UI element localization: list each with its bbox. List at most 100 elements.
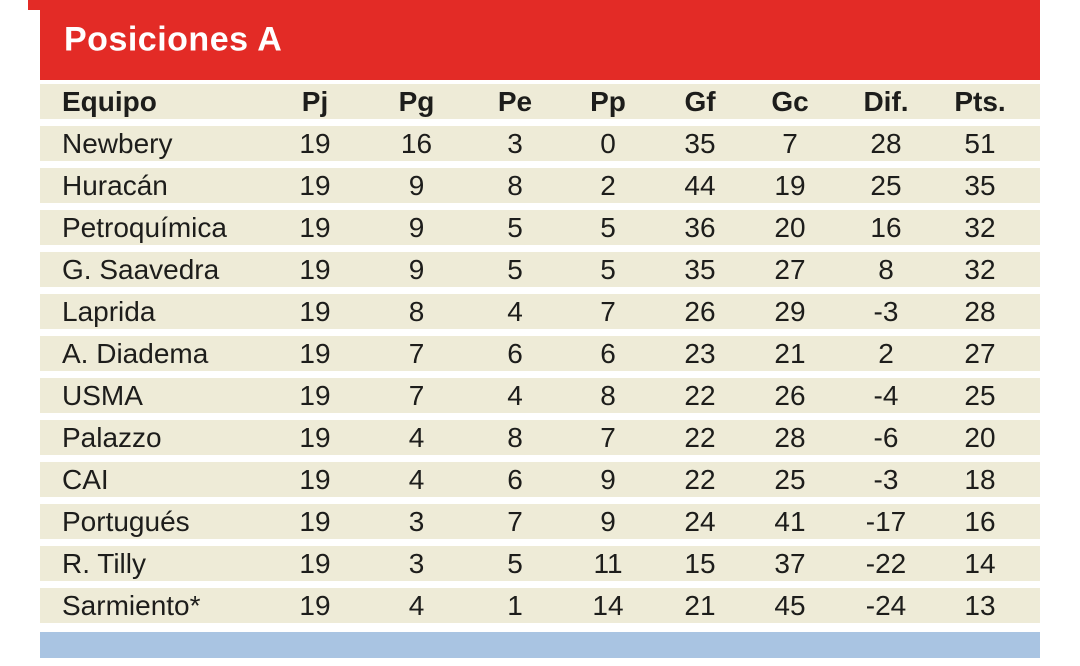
- stat-cell: 4: [365, 420, 468, 462]
- team-name-cell: Petroquímica: [40, 210, 265, 252]
- stat-cell: 28: [834, 126, 938, 168]
- stat-cell: 16: [834, 210, 938, 252]
- stat-cell: 3: [468, 126, 562, 168]
- stat-cell: 3: [365, 504, 468, 546]
- team-name-cell: Portugués: [40, 504, 265, 546]
- stat-cell: 19: [265, 462, 365, 504]
- team-name-cell: Palazzo: [40, 420, 265, 462]
- team-name-cell: R. Tilly: [40, 546, 265, 588]
- team-name-cell: G. Saavedra: [40, 252, 265, 294]
- stat-cell: 27: [938, 336, 1040, 378]
- stat-cell: 19: [265, 126, 365, 168]
- stat-cell: 0: [562, 126, 654, 168]
- stat-cell: 3: [365, 546, 468, 588]
- column-header-gc: Gc: [746, 84, 834, 126]
- team-name-cell: CAI: [40, 462, 265, 504]
- stat-cell: 19: [265, 588, 365, 630]
- stat-cell: 5: [562, 252, 654, 294]
- stat-cell: 8: [468, 168, 562, 210]
- page-title: Posiciones A: [64, 20, 283, 59]
- stat-cell: 14: [562, 588, 654, 630]
- stat-cell: 1: [468, 588, 562, 630]
- table-row: A. Diadema 19 7 6 6 23 21 2 27: [40, 336, 1040, 378]
- stat-cell: 9: [562, 504, 654, 546]
- stat-cell: 35: [654, 126, 746, 168]
- stat-cell: 36: [654, 210, 746, 252]
- stat-cell: 22: [654, 378, 746, 420]
- stat-cell: 26: [654, 294, 746, 336]
- stat-cell: 19: [265, 168, 365, 210]
- table-row: Portugués 19 3 7 9 24 41 -17 16: [40, 504, 1040, 546]
- stat-cell: 18: [938, 462, 1040, 504]
- stat-cell: 25: [746, 462, 834, 504]
- stat-cell: 19: [265, 420, 365, 462]
- stat-cell: 45: [746, 588, 834, 630]
- stat-cell: 5: [468, 210, 562, 252]
- stat-cell: 5: [468, 252, 562, 294]
- red-notch-decoration: [28, 0, 40, 10]
- column-header-pts: Pts.: [938, 84, 1040, 126]
- stat-cell: 8: [562, 378, 654, 420]
- stat-cell: 24: [654, 504, 746, 546]
- stat-cell: 11: [562, 546, 654, 588]
- stat-cell: 35: [938, 168, 1040, 210]
- stat-cell: 9: [365, 210, 468, 252]
- stat-cell: 7: [746, 126, 834, 168]
- stat-cell: 4: [365, 588, 468, 630]
- stat-cell: 6: [468, 462, 562, 504]
- table-row: Petroquímica 19 9 5 5 36 20 16 32: [40, 210, 1040, 252]
- stat-cell: -4: [834, 378, 938, 420]
- stat-cell: 7: [365, 336, 468, 378]
- stat-cell: 19: [265, 378, 365, 420]
- stat-cell: 4: [468, 378, 562, 420]
- stat-cell: 2: [562, 168, 654, 210]
- stat-cell: 5: [562, 210, 654, 252]
- stat-cell: 26: [746, 378, 834, 420]
- stat-cell: 23: [654, 336, 746, 378]
- stat-cell: 19: [265, 546, 365, 588]
- team-name-cell: Huracán: [40, 168, 265, 210]
- stat-cell: 32: [938, 252, 1040, 294]
- table-row: Sarmiento* 19 4 1 14 21 45 -24 13: [40, 588, 1040, 630]
- stat-cell: -24: [834, 588, 938, 630]
- stat-cell: 13: [938, 588, 1040, 630]
- stat-cell: 8: [365, 294, 468, 336]
- stat-cell: -3: [834, 294, 938, 336]
- column-header-pg: Pg: [365, 84, 468, 126]
- team-name-cell: Sarmiento*: [40, 588, 265, 630]
- stat-cell: 20: [746, 210, 834, 252]
- stat-cell: 19: [265, 252, 365, 294]
- stat-cell: 22: [654, 420, 746, 462]
- table-row: R. Tilly 19 3 5 11 15 37 -22 14: [40, 546, 1040, 588]
- table-row: Newbery 19 16 3 0 35 7 28 51: [40, 126, 1040, 168]
- stat-cell: 4: [468, 294, 562, 336]
- stat-cell: 25: [938, 378, 1040, 420]
- stat-cell: 7: [365, 378, 468, 420]
- stat-cell: 21: [746, 336, 834, 378]
- stat-cell: 25: [834, 168, 938, 210]
- stat-cell: 5: [468, 546, 562, 588]
- footer-bar: [40, 632, 1040, 658]
- table-row: Palazzo 19 4 8 7 22 28 -6 20: [40, 420, 1040, 462]
- table-row: Laprida 19 8 4 7 26 29 -3 28: [40, 294, 1040, 336]
- stat-cell: 44: [654, 168, 746, 210]
- stat-cell: 4: [365, 462, 468, 504]
- stat-cell: -17: [834, 504, 938, 546]
- stat-cell: 8: [468, 420, 562, 462]
- stat-cell: 9: [365, 252, 468, 294]
- stat-cell: 22: [654, 462, 746, 504]
- team-name-cell: A. Diadema: [40, 336, 265, 378]
- stat-cell: 29: [746, 294, 834, 336]
- stat-cell: 27: [746, 252, 834, 294]
- stat-cell: 20: [938, 420, 1040, 462]
- column-header-row: Equipo Pj Pg Pe Pp Gf Gc Dif. Pts.: [40, 84, 1040, 126]
- stat-cell: 16: [938, 504, 1040, 546]
- stat-cell: 14: [938, 546, 1040, 588]
- stat-cell: 7: [468, 504, 562, 546]
- column-header-pe: Pe: [468, 84, 562, 126]
- column-header-pj: Pj: [265, 84, 365, 126]
- stat-cell: 19: [265, 210, 365, 252]
- table-body: Newbery 19 16 3 0 35 7 28 51 Huracán 19 9 8 2 44 19 25 35…: [40, 126, 1040, 630]
- stat-cell: 19: [746, 168, 834, 210]
